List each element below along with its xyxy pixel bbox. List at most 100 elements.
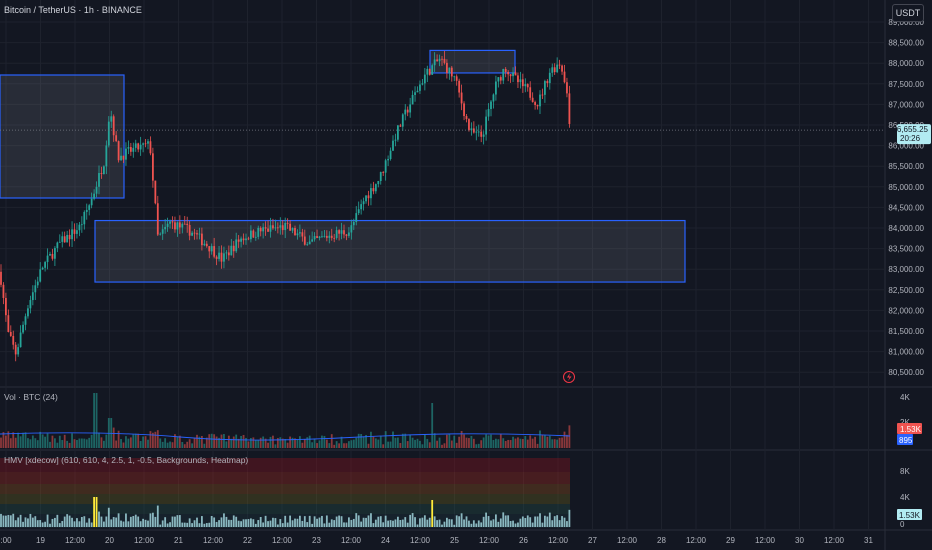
volume-bar: [44, 436, 46, 448]
candle-body: [399, 125, 402, 127]
candle-body: [262, 227, 265, 232]
candle-body: [426, 68, 429, 75]
hmv-bar: [27, 518, 29, 527]
interval-label: 1h: [83, 5, 94, 15]
volume-bar: [392, 431, 394, 448]
volume-bar: [281, 438, 284, 448]
candle-body: [176, 222, 179, 230]
hmv-bar: [286, 522, 289, 527]
volume-bar: [548, 435, 551, 448]
hmv-bar: [453, 524, 456, 527]
candle-body: [548, 72, 551, 84]
volume-bar: [245, 437, 247, 448]
hmv-bar: [409, 514, 412, 527]
volume-bar: [27, 438, 29, 448]
hmv-bar: [205, 523, 208, 527]
heatmap-band: [0, 458, 570, 472]
candle-body: [78, 224, 81, 231]
symbol-title[interactable]: Bitcoin / TetherUS · 1h · BINANCE: [4, 5, 142, 15]
volume-bar: [291, 437, 294, 448]
volume-bar: [161, 441, 164, 448]
volume-bar: [546, 436, 549, 448]
candle-body: [203, 243, 206, 246]
hmv-legend[interactable]: HMV [xdecow] (610, 610, 4, 2.5, 1, -0.5,…: [4, 455, 249, 465]
time-tick-label: 25: [450, 536, 459, 545]
candle-body: [313, 236, 316, 240]
candle-body: [544, 81, 546, 95]
hmv-bar: [29, 513, 32, 527]
candle-body: [487, 109, 490, 117]
hmv-bar: [220, 517, 223, 527]
candle-body: [296, 233, 299, 236]
hmv-bar: [507, 515, 510, 527]
hmv-axis-label: 4K: [900, 493, 910, 502]
candle-body: [117, 141, 120, 161]
volume-bar: [85, 439, 88, 448]
hmv-bar: [137, 516, 140, 527]
hmv-bar: [245, 519, 247, 527]
candle-body: [497, 77, 500, 82]
volume-bar: [127, 438, 130, 448]
volume-legend[interactable]: Vol · BTC (24): [4, 392, 58, 402]
candle-body: [227, 252, 230, 256]
volume-bar: [73, 439, 76, 448]
hmv-bar: [269, 520, 272, 527]
hmv-bar: [340, 516, 343, 527]
volume-bar: [529, 435, 532, 448]
volume-bar: [36, 440, 39, 448]
hmv-bar: [9, 515, 12, 527]
volume-bar: [95, 393, 98, 448]
volume-bar: [313, 438, 316, 448]
volume-bar: [112, 427, 115, 448]
candle-body: [397, 125, 399, 140]
volume-bar: [41, 434, 44, 448]
volume-bar: [105, 434, 108, 448]
currency-button[interactable]: USDT: [892, 4, 924, 22]
hmv-bar: [338, 515, 340, 527]
candle-body: [362, 201, 365, 205]
candle-body: [534, 102, 536, 105]
volume-bar: [208, 434, 211, 448]
candle-body: [370, 188, 372, 199]
hmv-bar: [71, 517, 73, 527]
hmv-bar: [379, 516, 382, 527]
time-tick-label: 30: [795, 536, 804, 545]
volume-bar: [423, 434, 426, 448]
hmv-bar: [561, 516, 563, 527]
candle-body: [191, 232, 193, 236]
volume-bar: [502, 438, 505, 448]
volume-bar: [357, 433, 360, 448]
volume-bar: [29, 439, 32, 448]
candle-body: [311, 239, 314, 242]
hmv-bar: [247, 519, 250, 527]
volume-bar: [152, 432, 154, 448]
volume-bar: [519, 438, 522, 448]
zone-box-2: [94, 219, 686, 283]
hmv-bar: [352, 518, 355, 527]
candle-body: [421, 83, 424, 85]
candle-body: [88, 205, 91, 210]
candle-body: [132, 147, 135, 152]
volume-bar: [367, 443, 370, 448]
candle-body: [450, 67, 453, 77]
volume-bar: [399, 442, 402, 448]
hmv-bar: [188, 518, 191, 527]
volume-bar: [274, 444, 277, 448]
candle-body: [137, 143, 140, 150]
hmv-value-label: 1.53K: [899, 511, 921, 520]
candle-body: [423, 74, 426, 84]
hmv-bar: [316, 518, 318, 527]
candle-body: [54, 248, 56, 259]
candle-body: [428, 68, 431, 75]
candle-body: [181, 223, 184, 228]
volume-bar: [308, 435, 311, 448]
hmv-bar: [428, 517, 431, 527]
price-tick-label: 82,500.00: [888, 286, 924, 295]
hmv-bar: [374, 519, 377, 527]
hmv-bar: [54, 517, 56, 527]
volume-bar: [541, 434, 544, 448]
time-tick-label: 12:00: [479, 536, 500, 545]
hmv-bar: [490, 520, 492, 527]
